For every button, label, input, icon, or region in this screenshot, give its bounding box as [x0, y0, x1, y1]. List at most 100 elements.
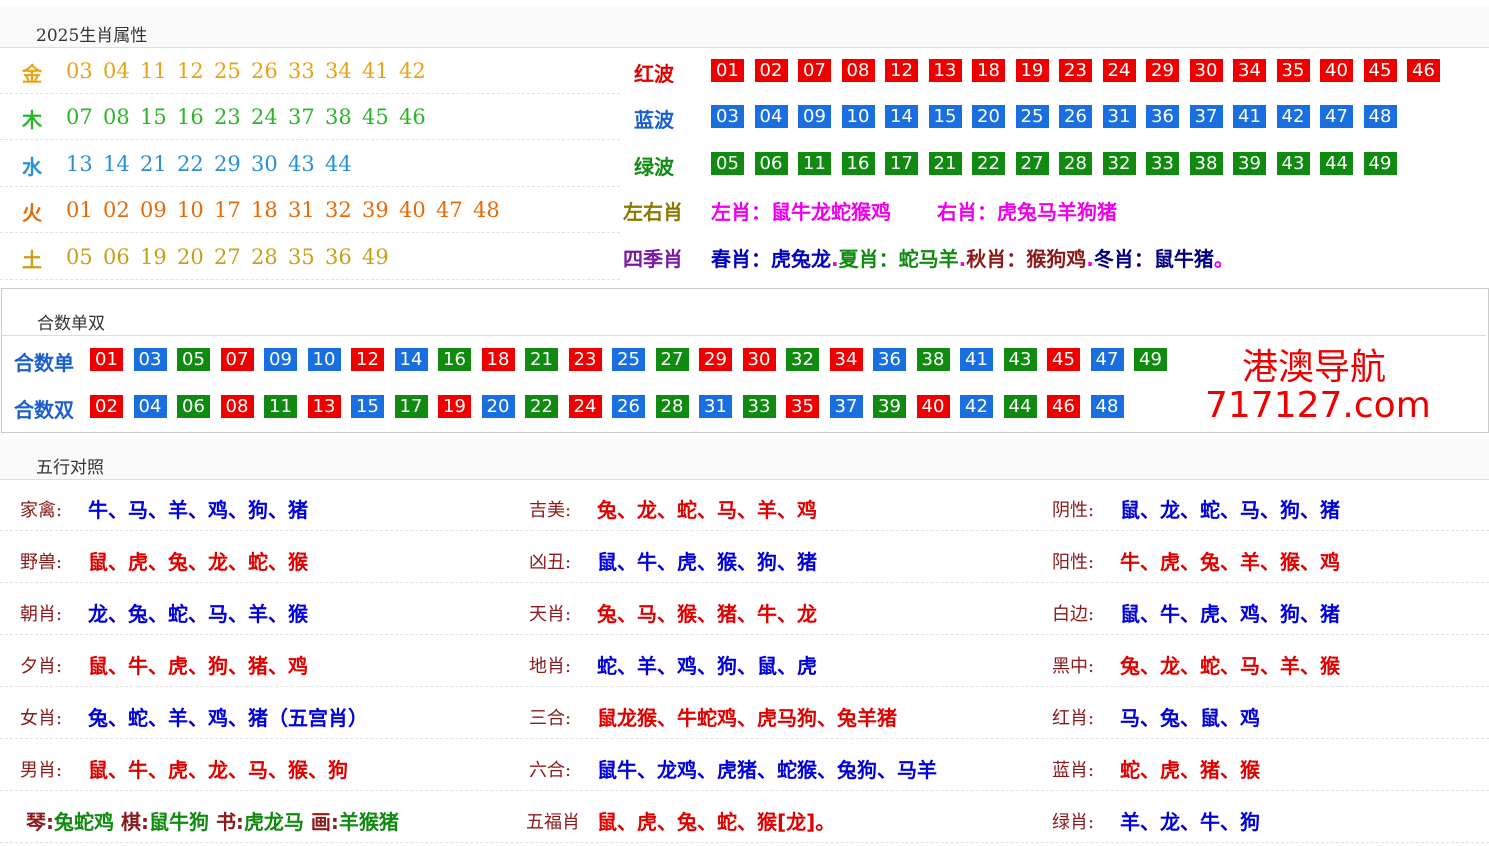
- qi-value: 鼠牛狗: [148, 810, 209, 834]
- element-number: 06: [103, 244, 130, 269]
- number-ball: 01: [711, 59, 744, 82]
- number-ball: 10: [307, 348, 341, 371]
- element-number: 02: [103, 198, 130, 223]
- element-number: 08: [103, 105, 130, 130]
- brand-domain[interactable]: 717127.com: [1205, 385, 1431, 426]
- dot: .: [831, 247, 839, 271]
- number-ball: 04: [133, 395, 167, 418]
- number-ball: 41: [960, 348, 993, 371]
- number-ball: 32: [1102, 151, 1136, 175]
- number-ball: 17: [394, 395, 428, 418]
- element-number: 20: [177, 244, 204, 269]
- leftright-label: 左右肖: [623, 200, 683, 224]
- number-ball: 29: [699, 348, 732, 371]
- number-ball: 26: [1059, 105, 1092, 129]
- wuxing-value: 牛、马、羊、鸡、狗、猪: [88, 498, 308, 522]
- element-number: 35: [288, 244, 315, 269]
- element-number: 28: [251, 244, 278, 269]
- element-number: 42: [399, 59, 426, 83]
- number-ball: 41: [1233, 105, 1266, 129]
- number-ball: 35: [786, 395, 819, 418]
- element-number: 25: [214, 59, 241, 83]
- number-ball: 38: [916, 348, 950, 371]
- element-number: 01: [66, 198, 93, 223]
- number-ball: 49: [1134, 348, 1167, 371]
- number-ball: 06: [754, 151, 788, 175]
- shu-label: 书:: [215, 810, 244, 834]
- number-ball: 24: [568, 395, 602, 418]
- section-title-text: 合数单双: [37, 314, 105, 334]
- number-ball: 37: [1189, 105, 1223, 129]
- element-number: 13: [66, 151, 93, 176]
- row-divider: [0, 582, 1489, 583]
- number-ball: 42: [960, 395, 993, 418]
- wuxing-label: 吉美:: [529, 500, 572, 521]
- number-ball: 48: [1363, 105, 1397, 129]
- number-ball: 40: [1320, 59, 1353, 82]
- element-label: 火: [22, 201, 42, 226]
- wuxing-value: 兔、马、猴、猪、牛、龙: [597, 602, 817, 626]
- element-number: 36: [325, 244, 352, 269]
- number-ball: 05: [177, 348, 210, 371]
- element-number: 21: [140, 151, 167, 176]
- wuxing-value: 兔、龙、蛇、马、羊、鸡: [597, 498, 817, 522]
- number-ball: 14: [394, 348, 428, 371]
- number-ball: 31: [699, 395, 732, 418]
- number-ball: 18: [481, 348, 515, 371]
- wuxing-value: 马、兔、鼠、鸡: [1120, 706, 1260, 730]
- number-ball: 02: [754, 59, 788, 82]
- element-number: 30: [251, 151, 278, 176]
- shu-value: 虎龙马: [243, 810, 304, 834]
- element-number: 24: [251, 105, 278, 130]
- element-number: 22: [177, 151, 204, 176]
- element-label: 土: [22, 247, 42, 272]
- number-ball: 47: [1320, 105, 1353, 129]
- number-ball: 21: [525, 348, 558, 371]
- number-ball: 28: [1059, 151, 1092, 175]
- element-label: 木: [22, 108, 42, 133]
- number-ball: 48: [1090, 395, 1124, 418]
- number-ball: 28: [655, 395, 689, 418]
- wave-balls-red: 01 02 07 08 12 13 18 19 23 24 29 30 34 35 40 45 46: [711, 59, 1451, 82]
- element-number: 15: [140, 105, 167, 130]
- row-divider: [0, 185, 620, 187]
- qinqishuhua: 琴:兔蛇鸡 棋:鼠牛狗 书:虎龙马 画:羊猴猪: [26, 806, 399, 835]
- element-number: 40: [399, 198, 426, 223]
- wuxing-value: 蛇、羊、鸡、狗、鼠、虎: [597, 654, 817, 678]
- element-numbers: 13 14 21 22 29 30 43 44: [66, 152, 362, 176]
- row-divider: [0, 530, 1489, 531]
- element-number: 43: [288, 151, 315, 176]
- number-ball: 03: [133, 348, 167, 371]
- number-ball: 36: [1146, 105, 1179, 129]
- element-number: 27: [214, 244, 241, 269]
- number-ball: 32: [786, 348, 819, 371]
- element-label: 水: [22, 154, 42, 179]
- number-ball: 07: [220, 348, 254, 371]
- wave-balls-blue: 03 04 09 10 14 15 20 25 26 31 36 37 41 42 47 48: [711, 105, 1407, 129]
- element-numbers: 05 06 19 20 27 28 35 36 49: [66, 245, 399, 269]
- number-ball: 15: [928, 105, 962, 129]
- element-number: 31: [288, 198, 315, 223]
- number-ball: 25: [612, 348, 645, 371]
- number-ball: 27: [655, 348, 689, 371]
- number-ball: 17: [885, 151, 918, 175]
- number-ball: 19: [438, 395, 471, 418]
- number-ball: 20: [972, 105, 1005, 129]
- dot: .: [958, 247, 967, 271]
- wuxing-value: 蛇、虎、猪、猴: [1120, 758, 1260, 782]
- element-number: 10: [177, 198, 204, 223]
- element-numbers: 03 04 11 12 25 26 33 34 41 42: [66, 59, 436, 83]
- wuxing-value: 鼠、龙、蛇、马、狗、猪: [1120, 498, 1340, 522]
- number-ball: 44: [1003, 395, 1037, 418]
- row-divider: [0, 232, 620, 234]
- element-number: 04: [103, 59, 130, 83]
- element-number: 33: [288, 59, 315, 83]
- element-number: 11: [140, 59, 167, 83]
- number-ball: 04: [754, 105, 788, 129]
- number-ball: 46: [1047, 395, 1080, 418]
- element-number: 34: [325, 59, 352, 83]
- wave-balls-green: 05 06 11 16 17 21 22 27 28 32 33 38 39 43 44 49: [711, 151, 1407, 175]
- wuxing-label: 家禽:: [20, 500, 63, 521]
- element-number: 12: [177, 59, 204, 83]
- wuxing-value: 鼠、虎、兔、龙、蛇、猴: [88, 550, 308, 574]
